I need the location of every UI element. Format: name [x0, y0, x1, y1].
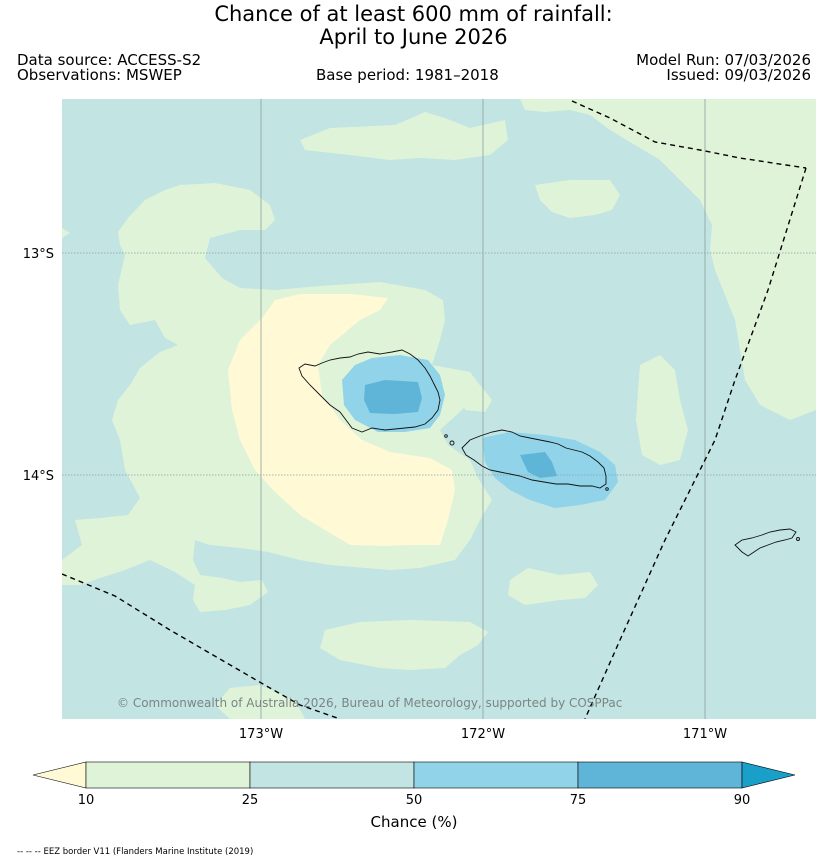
eez-border-north — [571, 100, 807, 169]
probability-band-below-10 — [228, 294, 455, 546]
lat-label-13s: 13°S — [23, 247, 54, 262]
coastline-upolu — [298, 349, 441, 433]
band-10-25-southwest-patch — [215, 685, 305, 719]
colorbar-segment-25-50 — [249, 761, 415, 789]
coastline-islet-4 — [796, 537, 800, 541]
colorbar-tick-90: 90 — [734, 793, 751, 808]
lon-label-173w: 173°W — [239, 727, 283, 742]
colorbar-tick-25: 25 — [242, 793, 259, 808]
colorbar-segment-above-90 — [741, 761, 796, 789]
band-10-25-southeast-patch — [508, 568, 598, 605]
colorbar-tick-50: 50 — [406, 793, 423, 808]
base-period-text: Base period: 1981–2018 — [316, 66, 499, 84]
observations-text: Observations: MSWEP — [17, 66, 182, 84]
probability-band-75-90 — [364, 380, 557, 478]
band-10-25-east-patch — [636, 355, 688, 465]
issued-text: Issued: 09/03/2026 — [666, 66, 811, 84]
band-10-25-northeast-patch — [535, 180, 620, 218]
model-run-text: Model Run: 07/03/2026 — [636, 51, 811, 69]
band-10-25-small-patch — [462, 385, 492, 412]
coastline-savaii — [461, 429, 607, 489]
colorbar-segment-below-10 — [32, 761, 87, 789]
colorbar-segment-10-25 — [85, 761, 251, 789]
colorbar-tick-75: 75 — [570, 793, 587, 808]
eez-border — [62, 100, 807, 719]
band-10-25-south-patch — [320, 620, 488, 670]
coastline-islet-1 — [444, 434, 448, 438]
eez-border-east — [584, 167, 807, 719]
band-75-90-upolu — [364, 380, 422, 414]
colorbar-tick-10: 10 — [78, 793, 95, 808]
coastline-tutuila — [734, 528, 797, 557]
lat-label-14s: 14°S — [23, 469, 54, 484]
band-10-25-west-edge — [62, 228, 70, 238]
colorbar-label: Chance (%) — [371, 813, 458, 831]
coastlines — [298, 349, 800, 557]
map-gridlines — [62, 99, 816, 719]
coastline-islet-2 — [449, 440, 455, 446]
copyright-text: © Commonwealth of Australia 2026, Bureau… — [117, 696, 622, 710]
colorbar-segment-50-75 — [413, 761, 579, 789]
colorbar — [32, 761, 796, 789]
coastline-islet-3 — [605, 487, 609, 491]
data-source-text: Data source: ACCESS-S2 — [17, 51, 202, 69]
band-75-90-savaii — [520, 452, 557, 478]
lon-label-171w: 171°W — [683, 727, 727, 742]
colorbar-segment-75-90 — [577, 761, 743, 789]
chart-title-line2: April to June 2026 — [319, 25, 508, 49]
band-10-25-northeast-region — [520, 99, 816, 420]
eez-legend-note: -- -- -- EEZ border V11 (Flanders Marine… — [17, 847, 253, 857]
lon-label-172w: 172°W — [461, 727, 505, 742]
eez-border-southwest — [62, 573, 341, 719]
band-10-25-north-patch — [300, 112, 508, 160]
chart-title-line1: Chance of at least 600 mm of rainfall: — [214, 2, 613, 26]
map-plot-area — [62, 99, 816, 719]
